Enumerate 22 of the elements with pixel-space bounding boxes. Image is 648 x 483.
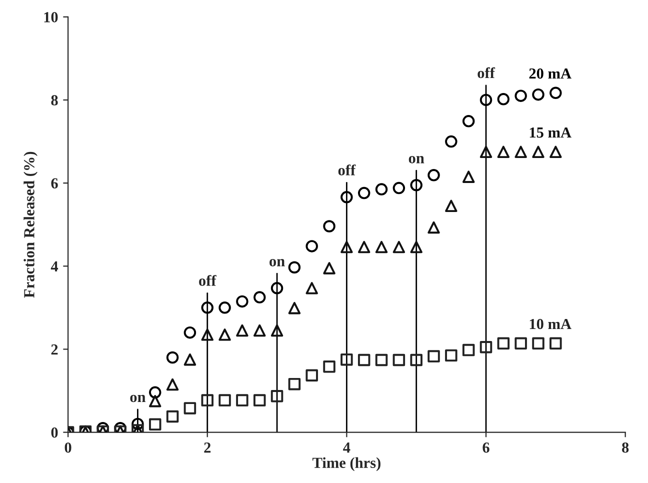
ref-line-label: off <box>338 164 356 176</box>
y-tick-label: 2 <box>51 344 58 355</box>
series-label: 15 mA <box>530 127 572 138</box>
y-axis-title: Fraction Released (%) <box>24 152 38 298</box>
ref-line-label: off <box>199 274 216 286</box>
ref-line-label: off <box>478 67 496 78</box>
y-tick-label: 10 <box>44 12 58 22</box>
x-tick-label: 6 <box>482 442 490 453</box>
y-tick-label: 0 <box>51 427 58 438</box>
x-axis-title: Time (hrs) <box>312 457 380 472</box>
x-tick-label: 0 <box>64 442 72 453</box>
ref-line-label: on <box>408 156 424 164</box>
y-tick-label: 8 <box>51 95 58 106</box>
x-tick-label: 2 <box>204 442 211 453</box>
x-tick-label: 4 <box>343 442 350 453</box>
series-label: 10 mA <box>530 318 572 330</box>
y-tick-label: 6 <box>51 178 58 189</box>
series-label: 20 mA <box>529 68 572 79</box>
ref-line-label: on <box>270 259 285 266</box>
ref-line-label: on <box>130 394 146 402</box>
x-tick-label: 8 <box>622 442 629 453</box>
y-tick-label: 4 <box>50 261 58 272</box>
